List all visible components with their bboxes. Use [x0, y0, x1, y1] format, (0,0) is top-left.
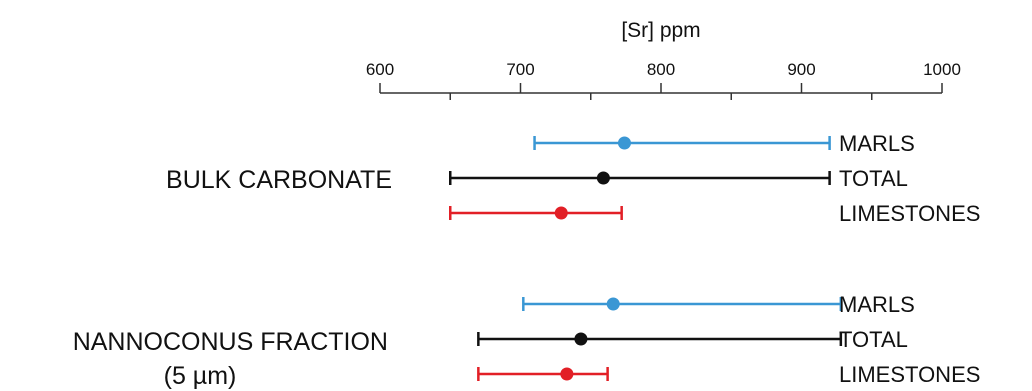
group-label: NANNOCONUS FRACTION — [73, 328, 388, 356]
series-groups: BULK CARBONATEMARLSTOTALLIMESTONESNANNOC… — [73, 131, 981, 390]
limestones-series-label: LIMESTONES — [839, 362, 980, 387]
marls-series-label: MARLS — [839, 292, 915, 317]
limestones-mean-point — [560, 367, 574, 381]
tick-label: 700 — [506, 60, 534, 79]
total-mean-point — [596, 171, 610, 185]
total-mean-point — [574, 332, 588, 346]
marls-mean-point — [617, 136, 631, 150]
group-sublabel: (5 µm) — [164, 362, 237, 390]
total-series-label: TOTAL — [839, 166, 908, 191]
marls-mean-point — [606, 297, 620, 311]
tick-label: 600 — [366, 60, 394, 79]
tick-label: 800 — [647, 60, 675, 79]
limestones-mean-point — [554, 206, 568, 220]
group-bulk-carbonate: BULK CARBONATE MARLS TOTAL LIMESTONES — [166, 131, 980, 226]
marls-series-label: MARLS — [839, 131, 915, 156]
total-series-label: TOTAL — [839, 327, 908, 352]
limestones-series-label: LIMESTONES — [839, 201, 980, 226]
tick-label: 900 — [787, 60, 815, 79]
tick-label: 1000 — [923, 60, 961, 79]
group-label: BULK CARBONATE — [166, 166, 392, 194]
x-axis-ticks: 600 700 800 900 1000 — [366, 60, 961, 100]
x-axis-title: [Sr] ppm — [621, 19, 700, 42]
group-nannoconus-fraction: NANNOCONUS FRACTION (5 µm) MARLS TOTAL LIMES… — [73, 292, 981, 390]
